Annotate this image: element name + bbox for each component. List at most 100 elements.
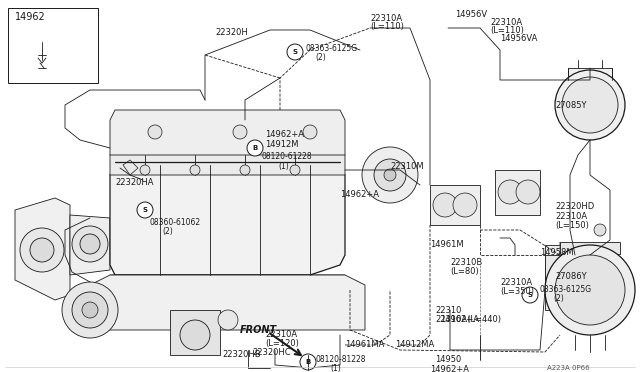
Bar: [8, 8, 98, 83]
Circle shape: [555, 255, 625, 325]
Circle shape: [20, 228, 64, 272]
Text: 08363-6125G: 08363-6125G: [305, 44, 357, 53]
Text: 14962+A: 14962+A: [440, 315, 479, 324]
Text: (L=80): (L=80): [450, 267, 479, 276]
Text: (2): (2): [162, 227, 173, 236]
Circle shape: [594, 224, 606, 236]
Circle shape: [247, 140, 263, 156]
Text: B: B: [252, 145, 258, 151]
Circle shape: [362, 147, 418, 203]
Text: (1): (1): [278, 162, 289, 171]
Circle shape: [303, 125, 317, 139]
Polygon shape: [110, 275, 345, 285]
Polygon shape: [123, 160, 138, 175]
Text: (L=150): (L=150): [555, 221, 589, 230]
Text: 22320HD: 22320HD: [555, 202, 595, 211]
Circle shape: [30, 238, 54, 262]
Circle shape: [148, 125, 162, 139]
Text: 14962: 14962: [15, 12, 45, 22]
Circle shape: [62, 282, 118, 338]
Text: S: S: [527, 292, 532, 298]
Text: 22320HA: 22320HA: [115, 178, 154, 187]
Text: (L=110): (L=110): [370, 22, 404, 31]
Circle shape: [240, 165, 250, 175]
Circle shape: [82, 302, 98, 318]
Text: 22310M: 22310M: [390, 162, 424, 171]
Circle shape: [140, 165, 150, 175]
Text: 22310A: 22310A: [500, 278, 532, 287]
Polygon shape: [545, 255, 590, 310]
Circle shape: [384, 169, 396, 181]
Text: 14956VA: 14956VA: [500, 34, 538, 43]
Polygon shape: [170, 310, 220, 355]
Circle shape: [498, 180, 522, 204]
Circle shape: [516, 180, 540, 204]
Text: 22310A(L=440): 22310A(L=440): [435, 315, 501, 324]
Text: 14962+A: 14962+A: [340, 190, 379, 199]
Circle shape: [233, 125, 247, 139]
Text: (L=350): (L=350): [500, 287, 534, 296]
Text: 27086Y: 27086Y: [555, 272, 587, 281]
Polygon shape: [545, 245, 590, 285]
Circle shape: [290, 165, 300, 175]
Circle shape: [72, 292, 108, 328]
Text: 08363-6125G: 08363-6125G: [540, 285, 592, 294]
Text: 08360-61062: 08360-61062: [150, 218, 201, 227]
Text: (2): (2): [553, 294, 564, 303]
Circle shape: [72, 226, 108, 262]
Text: 14956V: 14956V: [455, 10, 487, 19]
Text: A223A 0P66: A223A 0P66: [547, 365, 590, 371]
Text: 22310: 22310: [435, 306, 461, 315]
Text: 22310A: 22310A: [370, 14, 402, 23]
Text: 14912M: 14912M: [265, 140, 298, 149]
Text: S: S: [143, 207, 147, 213]
Text: 14962+A: 14962+A: [265, 130, 304, 139]
Circle shape: [180, 320, 210, 350]
Text: 22320HC: 22320HC: [252, 348, 291, 357]
Text: (1): (1): [330, 364, 340, 372]
Polygon shape: [110, 110, 345, 155]
Polygon shape: [430, 185, 480, 225]
Bar: [568, 68, 612, 80]
Text: 27085Y: 27085Y: [555, 100, 586, 109]
Circle shape: [80, 234, 100, 254]
Text: 14961MA: 14961MA: [345, 340, 385, 349]
Polygon shape: [110, 148, 345, 175]
Polygon shape: [110, 155, 345, 275]
Polygon shape: [15, 198, 70, 300]
Text: 14962+A: 14962+A: [430, 365, 469, 372]
Text: 22320HB: 22320HB: [222, 350, 260, 359]
Text: (L=120): (L=120): [265, 339, 299, 348]
Circle shape: [287, 44, 303, 60]
Text: 14961M: 14961M: [430, 240, 463, 249]
Text: 22310A: 22310A: [555, 212, 587, 221]
Text: 08120-61228: 08120-61228: [262, 152, 312, 161]
Circle shape: [453, 193, 477, 217]
Polygon shape: [495, 170, 540, 215]
Bar: [560, 242, 620, 254]
Text: 22310B: 22310B: [450, 258, 483, 267]
Circle shape: [218, 310, 238, 330]
Circle shape: [190, 165, 200, 175]
Polygon shape: [70, 215, 110, 275]
Text: 14912MA: 14912MA: [395, 340, 435, 349]
Text: (L=110): (L=110): [490, 26, 524, 35]
Text: 22310A: 22310A: [265, 330, 297, 339]
Circle shape: [374, 159, 406, 191]
Circle shape: [433, 193, 457, 217]
Circle shape: [137, 202, 153, 218]
Circle shape: [522, 287, 538, 303]
Text: 22320H: 22320H: [215, 28, 248, 37]
Text: 14958M: 14958M: [540, 248, 573, 257]
Text: (2): (2): [315, 53, 326, 62]
Text: 22310A: 22310A: [490, 18, 522, 27]
Text: 14950: 14950: [435, 355, 461, 364]
Circle shape: [562, 77, 618, 133]
Polygon shape: [90, 275, 365, 330]
Text: 08120-81228: 08120-81228: [315, 355, 365, 364]
Circle shape: [300, 354, 316, 370]
Text: S: S: [292, 49, 298, 55]
Text: FRONT: FRONT: [240, 325, 277, 335]
Circle shape: [555, 70, 625, 140]
Text: B: B: [305, 359, 310, 365]
